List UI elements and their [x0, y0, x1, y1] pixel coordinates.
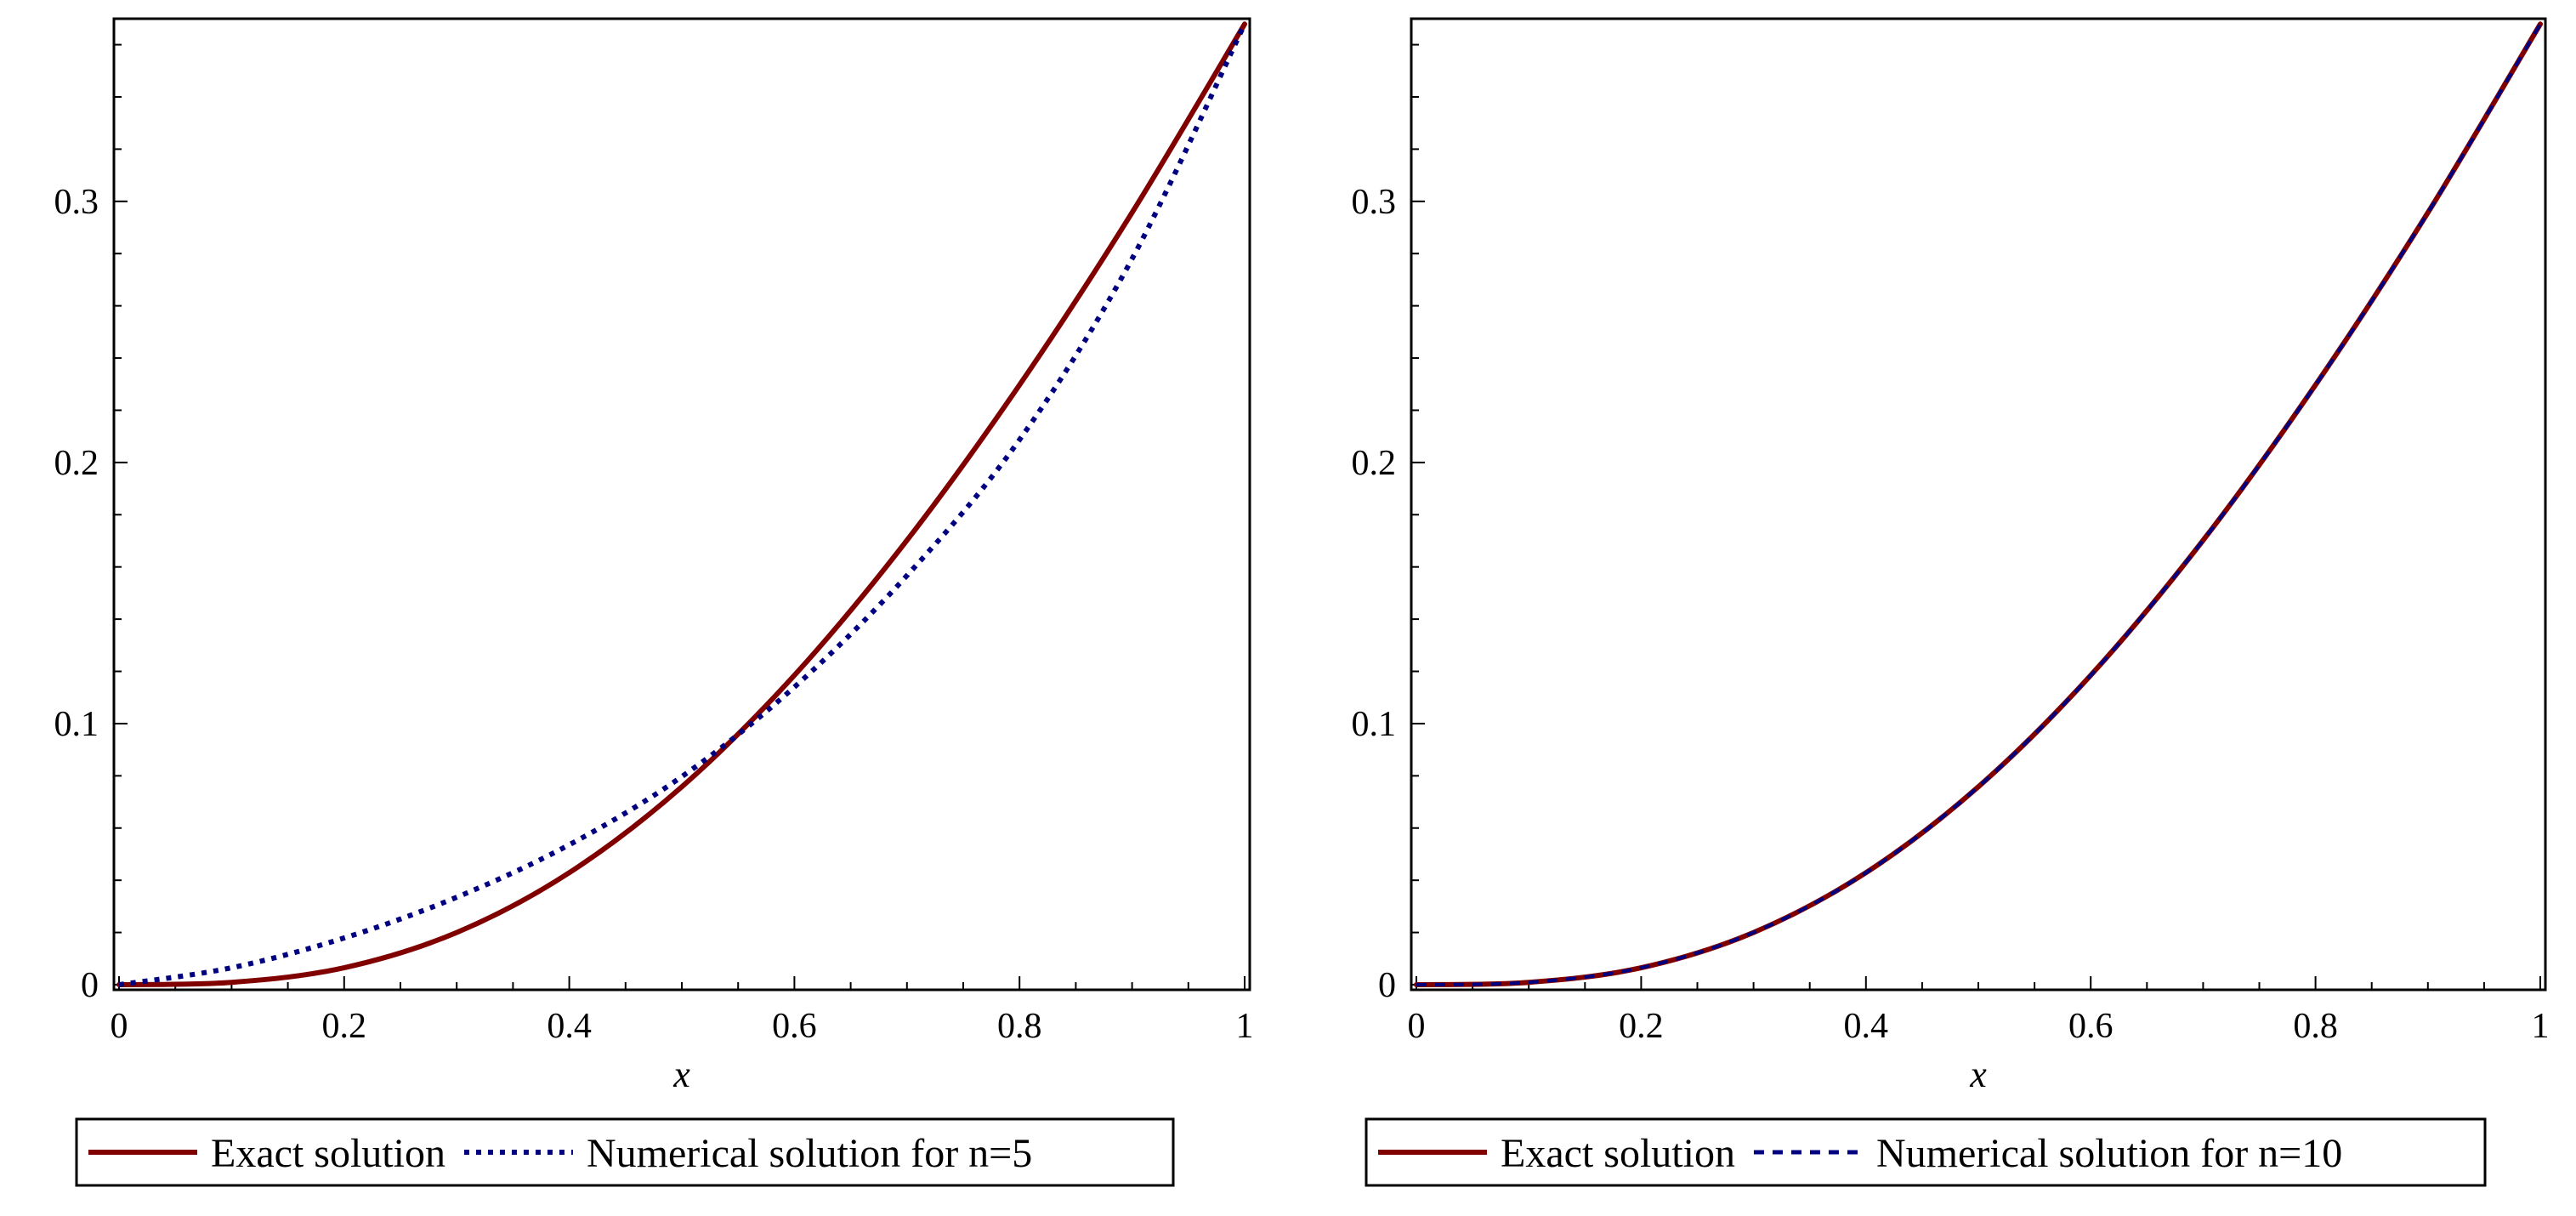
y-tick-label: 0.1 [54, 705, 99, 744]
legend: Exact solution Numerical solution for n=5 [75, 1117, 1175, 1187]
series-line-exact [1414, 21, 2543, 987]
x-axis-title: x [672, 1054, 690, 1095]
legend-box [1365, 1117, 2487, 1187]
x-tick-label: 0.6 [772, 1007, 817, 1046]
plot-frame [112, 17, 1251, 992]
y-tick-label: 0.2 [54, 444, 99, 483]
x-tick-label: 1 [1236, 1007, 1254, 1046]
x-tick-label: 0.4 [547, 1007, 592, 1046]
legend-label-exact: Exact solution [211, 1131, 445, 1176]
legend-label-exact: Exact solution [1501, 1131, 1735, 1176]
legend-label-numerical: Numerical solution for n=10 [1876, 1131, 2342, 1176]
legend-box [75, 1117, 1175, 1187]
y-tick-label: 0.3 [54, 183, 99, 222]
x-tick-label: 0 [111, 1007, 128, 1046]
x-tick-label: 0 [1408, 1007, 1426, 1046]
chart-panel-1: 0 0.2 0.4 0.6 0.8 1 0 0.1 0.2 0.3 x Exact solution N… [54, 17, 1254, 1187]
plot-frame [1410, 17, 2547, 992]
y-tick-label: 0 [81, 966, 99, 1005]
series-line-numerical [1416, 23, 2542, 986]
x-tick-label: 0.2 [1619, 1007, 1664, 1046]
x-tick-label: 0.8 [997, 1007, 1042, 1046]
x-tick-label: 0.4 [1844, 1007, 1889, 1046]
legend-label-numerical: Numerical solution for n=5 [587, 1131, 1032, 1176]
y-tick-label: 0.2 [1352, 444, 1397, 483]
x-tick-label: 0.2 [322, 1007, 367, 1046]
legend: Exact solution Numerical solution for n=1… [1365, 1117, 2487, 1187]
x-axis-title: x [1969, 1054, 1987, 1095]
y-tick-label: 0 [1378, 966, 1396, 1005]
y-tick-label: 0.3 [1352, 183, 1397, 222]
x-tick-label: 0.8 [2293, 1007, 2338, 1046]
chart-panel-2: 0 0.2 0.4 0.6 0.8 1 0 0.1 0.2 0.3 x Exact solution N… [1352, 17, 2550, 1187]
series-line-numerical [118, 23, 1247, 987]
y-tick-label: 0.1 [1352, 705, 1397, 744]
x-tick-label: 0.6 [2068, 1007, 2114, 1046]
x-tick-label: 1 [2532, 1007, 2550, 1046]
series-line-exact [116, 21, 1247, 987]
